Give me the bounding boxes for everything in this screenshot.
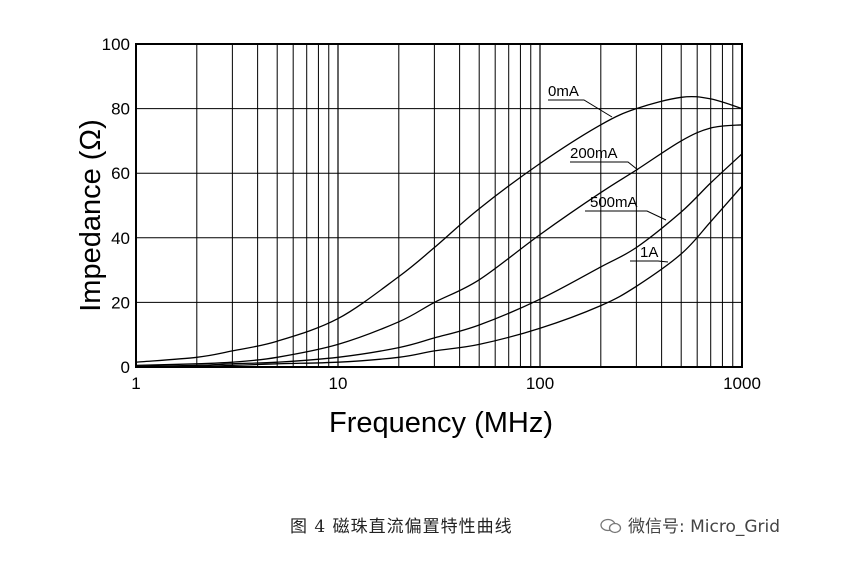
series-label-leader xyxy=(630,260,669,263)
x-tick-label: 1000 xyxy=(723,374,761,393)
series-label-leader xyxy=(570,161,639,171)
x-tick-label: 1 xyxy=(131,374,140,393)
series-line-500ma xyxy=(135,153,743,368)
series-label-1a: 1A xyxy=(640,244,658,261)
y-tick-label: 20 xyxy=(111,293,130,312)
y-tick-label: 0 xyxy=(121,358,130,377)
series-label-0ma: 0mA xyxy=(548,83,579,100)
series-label-200ma: 200mA xyxy=(570,145,618,162)
series-line-0ma xyxy=(135,95,743,363)
watermark: 微信号: Micro_Grid xyxy=(600,512,780,537)
watermark-text: 微信号: Micro_Grid xyxy=(628,517,781,537)
plot-frame xyxy=(135,43,743,368)
series-label-leader xyxy=(585,210,667,221)
figure-caption: 图 4 磁珠直流偏置特性曲线 xyxy=(290,517,513,537)
y-tick-label: 60 xyxy=(111,164,130,183)
y-tick-label: 40 xyxy=(111,229,130,248)
x-tick-label: 10 xyxy=(329,374,348,393)
series-line-1a xyxy=(135,185,743,368)
series-label-leader xyxy=(548,99,613,118)
series-label-500ma: 500mA xyxy=(590,194,638,211)
x-axis-title: Frequency (MHz) xyxy=(329,407,553,439)
x-tick-label: 100 xyxy=(526,374,554,393)
y-axis-title: Impedance (Ω) xyxy=(75,119,107,312)
series-line-200ma xyxy=(135,124,743,367)
wechat-icon xyxy=(600,518,622,534)
y-tick-label: 80 xyxy=(111,100,130,119)
y-tick-label: 100 xyxy=(102,35,130,54)
